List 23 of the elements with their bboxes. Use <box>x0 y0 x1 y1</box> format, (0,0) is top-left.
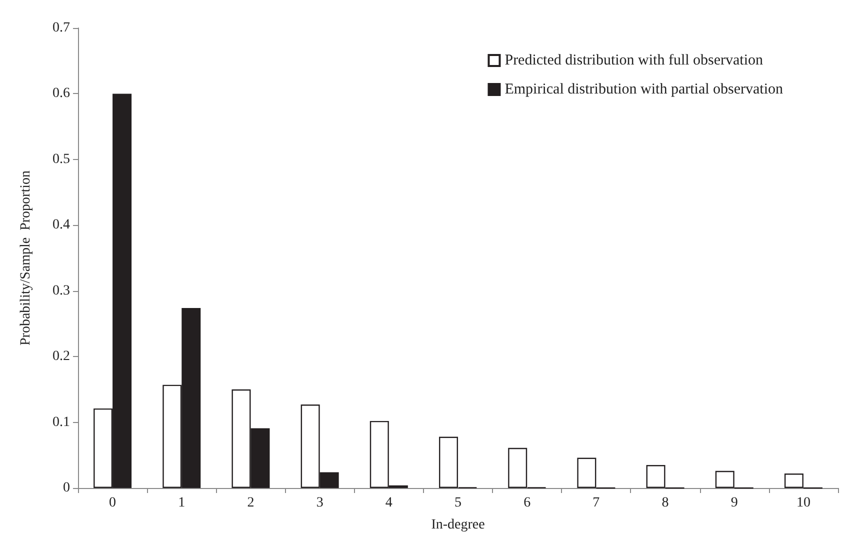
y-tick-label: 0.5 <box>52 152 70 167</box>
x-tick-label: 7 <box>592 496 600 510</box>
legend-label: Predicted distribution with full observation <box>504 52 764 68</box>
y-tick-label: 0.1 <box>52 414 70 430</box>
y-tick-label: 0.7 <box>52 20 70 36</box>
legend-label: Empirical distribution with partial observation <box>504 82 784 98</box>
y-axis-title: Probability/Sample Proportion <box>18 170 34 346</box>
x-tick-label: 9 <box>730 496 738 510</box>
x-tick-label: 4 <box>385 496 392 510</box>
y-tick-label: 0.6 <box>52 86 70 102</box>
y-tick-label: 0 <box>63 480 70 496</box>
x-tick-label: 8 <box>662 496 669 510</box>
x-tick-label: 3 <box>316 496 324 510</box>
y-tick-label: 0.2 <box>52 349 70 364</box>
x-axis-title: In-degree <box>431 518 485 532</box>
x-tick-label: 5 <box>454 496 462 510</box>
x-tick-label: 6 <box>524 496 531 510</box>
y-tick-label: 0.4 <box>52 218 70 233</box>
x-tick-label: 1 <box>178 496 186 510</box>
x-tick-label: 10 <box>796 496 810 510</box>
y-tick-label: 0.3 <box>52 283 70 298</box>
x-tick-label: 0 <box>109 496 116 510</box>
x-tick-label: 2 <box>247 496 254 510</box>
